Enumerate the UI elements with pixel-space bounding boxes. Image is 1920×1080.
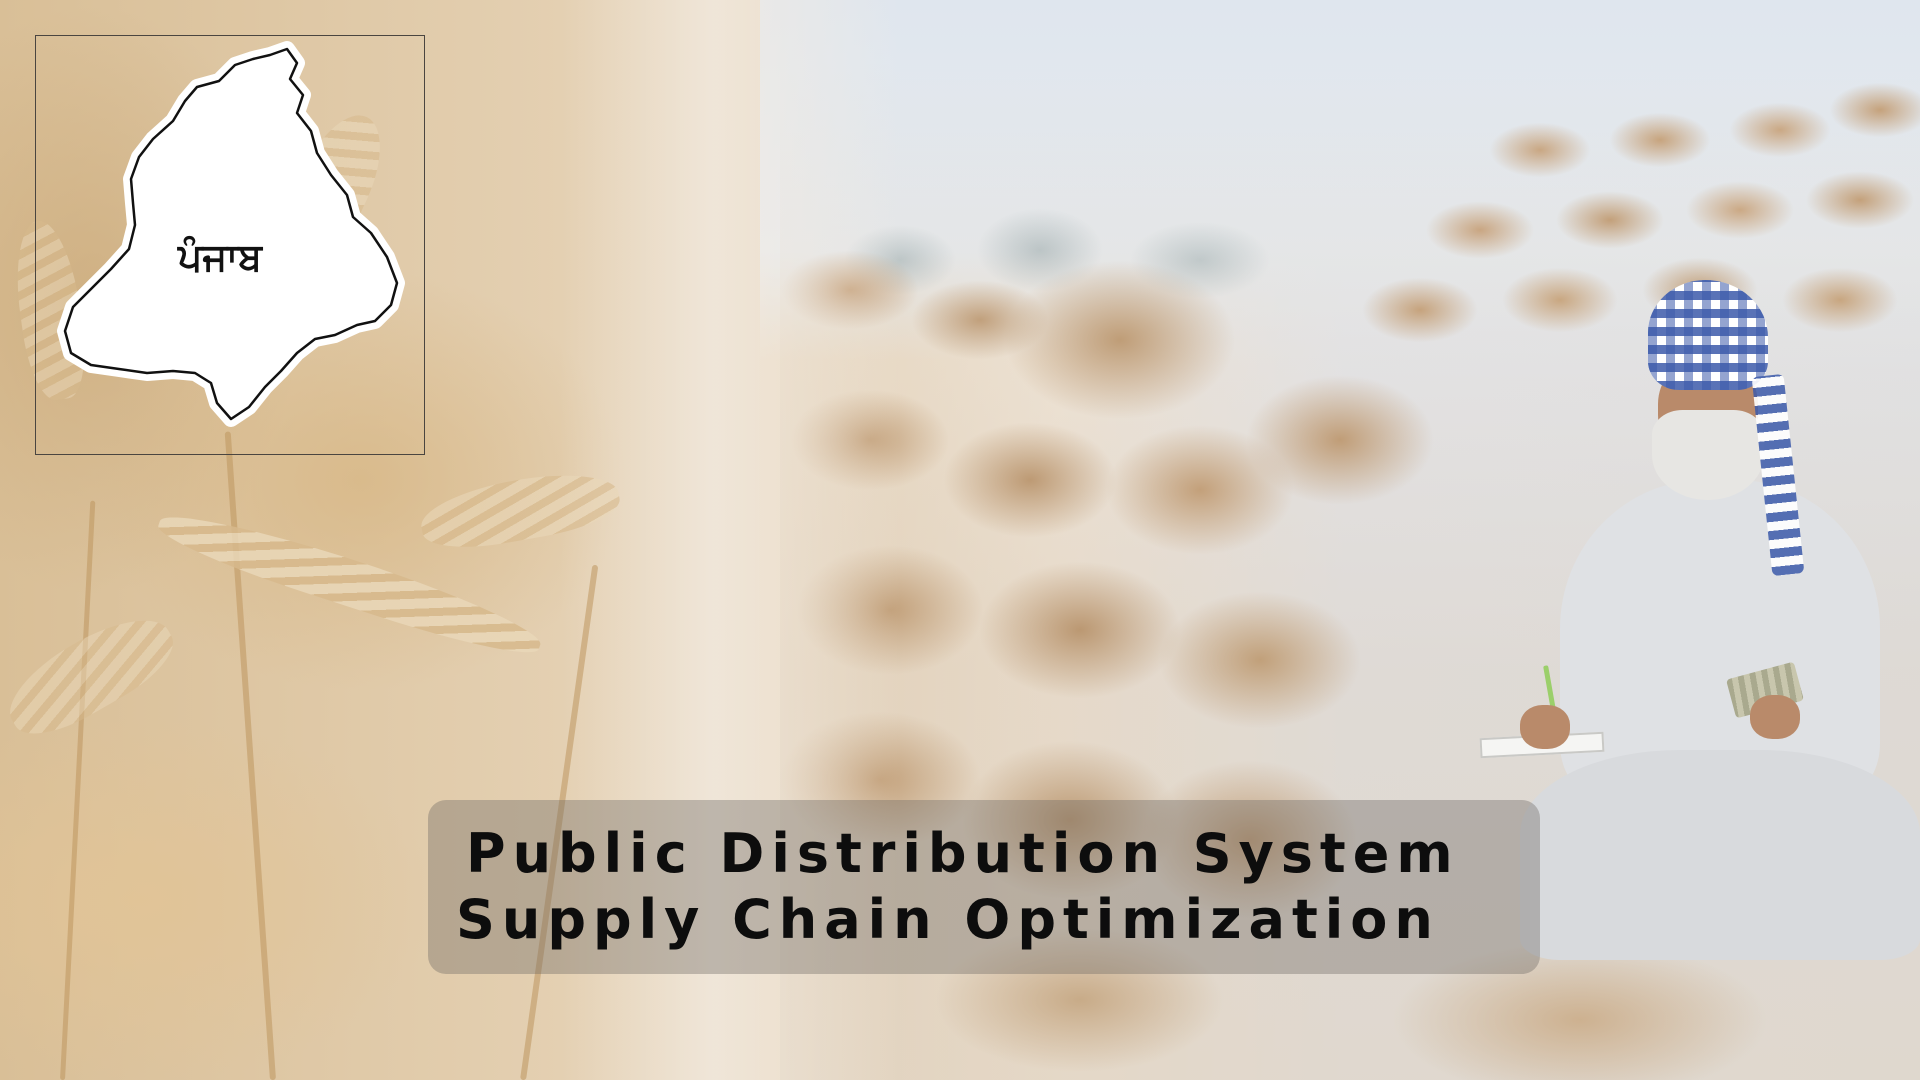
left-hand <box>1520 705 1570 749</box>
blend-fade <box>560 0 900 1080</box>
checked-turban <box>1648 280 1768 390</box>
punjab-map-outline <box>57 41 405 427</box>
title-line-1: Public Distribution System <box>466 822 1460 885</box>
title-line-2: Supply Chain Optimization <box>456 888 1440 951</box>
map-label-punjab: ਪੰਜਾਬ <box>178 235 262 279</box>
farmer-beard <box>1652 410 1764 500</box>
title-banner <box>428 800 1540 974</box>
farmer-legs <box>1520 750 1920 960</box>
right-hand <box>1750 695 1800 739</box>
farmer-figure <box>1479 280 1920 980</box>
map-card-frame <box>35 35 425 455</box>
